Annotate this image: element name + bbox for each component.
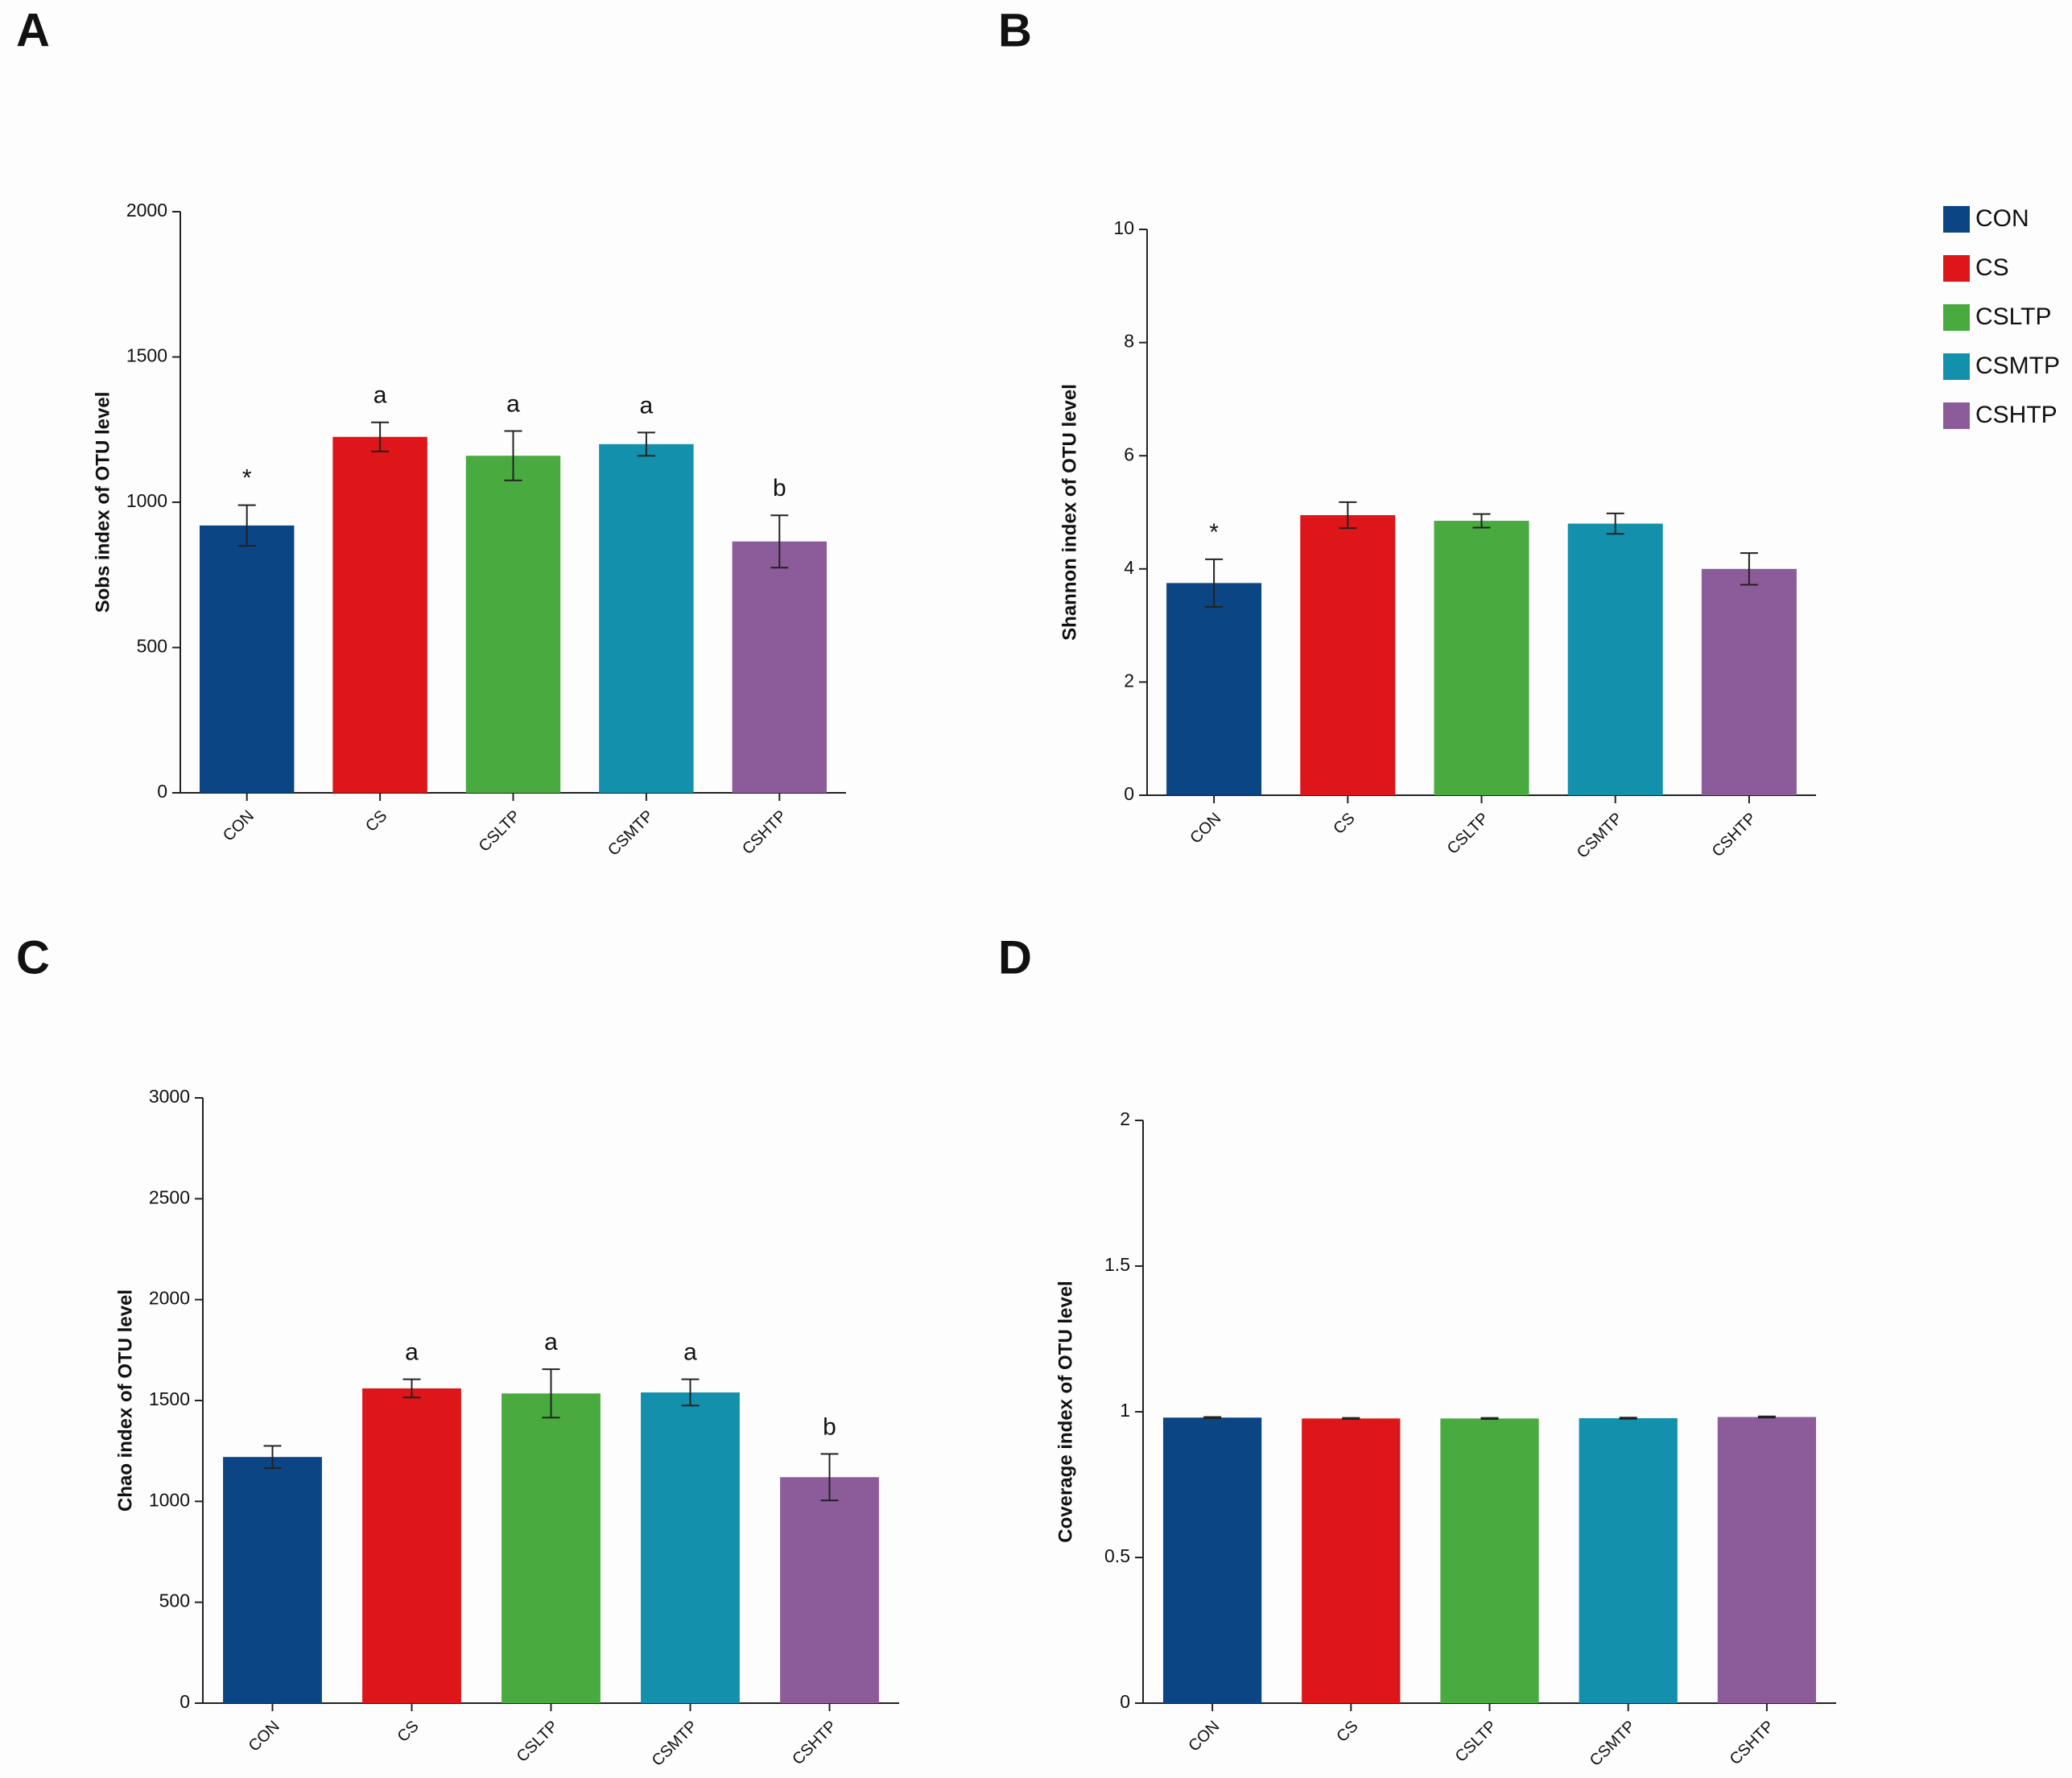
x-tick-label: CSLTP [1444,810,1492,858]
legend-swatch [1943,304,1970,331]
legend-swatch [1943,353,1970,380]
y-tick-label: 2500 [149,1186,190,1207]
y-tick-label: 3000 [149,1086,190,1107]
y-tick-label: 6 [1124,443,1134,464]
y-axis-label: Chao index of OTU level [114,1289,136,1512]
panel-label: C [16,931,50,984]
y-axis-label: Shannon index of OTU level [1059,384,1080,641]
y-tick-label: 2 [1120,1108,1130,1129]
bar [223,1457,322,1703]
significance-label: a [640,392,654,419]
bar [1300,515,1396,795]
y-tick-label: 1.5 [1104,1254,1130,1275]
y-tick-label: 500 [159,1590,190,1611]
y-axis-label: Coverage index of OTU level [1055,1281,1076,1542]
x-tick-label: CON [246,1718,283,1755]
x-tick-label: CSLTP [1452,1718,1500,1766]
x-tick-label: CSLTP [514,1718,562,1766]
x-tick-label: CS [1333,1718,1361,1746]
bar [780,1477,879,1703]
y-tick-label: 1 [1120,1400,1130,1421]
significance-label: a [506,390,520,417]
legend-label: CON [1975,205,2029,232]
bar [1717,1417,1817,1703]
y-tick-label: 10 [1113,217,1134,238]
y-tick-label: 0 [157,781,167,802]
y-tick-label: 1500 [149,1388,190,1409]
x-tick-label: CSMTP [605,807,657,860]
y-tick-label: 0 [1120,1691,1130,1712]
bar [1701,568,1797,795]
legend-swatch [1943,402,1970,429]
y-tick-label: 4 [1124,557,1134,578]
bar [599,443,694,793]
y-tick-label: 500 [137,636,167,657]
x-tick-label: CON [1185,1718,1223,1755]
bar [1579,1417,1678,1703]
significance-label: a [405,1339,419,1366]
x-tick-label: CSHTP [1709,810,1760,860]
panel-label: D [998,931,1032,984]
y-tick-label: 0 [180,1691,190,1712]
y-tick-label: 0 [1124,783,1134,804]
bar [332,436,427,793]
x-tick-label: CSMTP [649,1718,701,1770]
y-tick-label: 1500 [126,345,167,366]
y-tick-label: 0.5 [1104,1545,1130,1566]
bar [362,1388,461,1703]
legend-label: CS [1975,254,2009,281]
panel-label: A [16,4,50,56]
x-tick-label: CS [394,1718,423,1746]
x-tick-label: CON [1187,810,1224,848]
bar [1166,583,1262,795]
bar [1434,521,1529,795]
x-tick-label: CSLTP [476,807,524,856]
x-tick-label: CSMTP [1574,810,1626,862]
y-tick-label: 2000 [149,1288,190,1309]
significance-label: b [823,1413,836,1440]
legend-swatch [1943,255,1970,282]
bar [1302,1418,1401,1703]
y-tick-label: 1000 [149,1489,190,1510]
y-tick-label: 8 [1124,331,1134,352]
bar [1162,1417,1262,1703]
bar [501,1393,601,1703]
x-tick-label: CS [362,807,390,835]
significance-label: a [683,1339,697,1366]
bar [199,525,295,793]
significance-label: a [544,1329,558,1355]
x-tick-label: CSHTP [739,807,790,858]
x-tick-label: CSHTP [1727,1718,1777,1768]
bar [465,456,561,793]
y-axis-label: Sobs index of OTU level [92,392,114,613]
bar [1440,1418,1539,1703]
bar [1567,523,1663,795]
significance-label: * [1209,519,1219,546]
bar [641,1392,740,1703]
y-tick-label: 2000 [126,200,167,221]
legend-label: CSMTP [1975,353,2060,379]
significance-label: a [374,382,387,409]
panel-label: B [998,4,1032,56]
legend-swatch [1943,206,1970,233]
bar [732,541,828,793]
x-tick-label: CS [1330,810,1358,838]
legend-label: CSLTP [1975,303,2051,330]
significance-label: b [773,475,786,501]
x-tick-label: CON [220,807,258,845]
x-tick-label: CSHTP [789,1718,840,1768]
significance-label: * [242,465,252,492]
y-tick-label: 1000 [126,490,167,511]
y-tick-label: 2 [1124,670,1134,691]
legend-label: CSHTP [1975,402,2058,428]
x-tick-label: CSMTP [1587,1718,1639,1770]
